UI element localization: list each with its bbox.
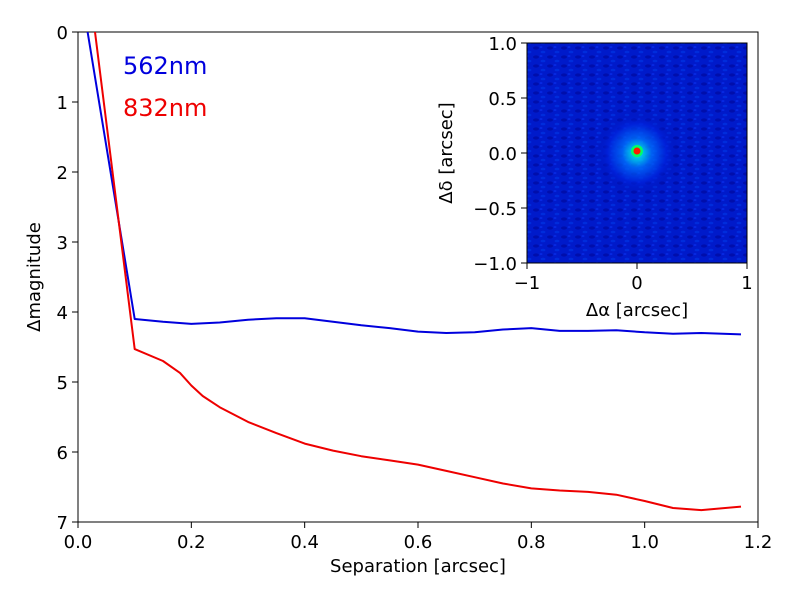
y-tick-label: 6: [57, 443, 68, 464]
series-line-832nm: [94, 32, 742, 512]
inset-x-tick-label: 0: [631, 273, 642, 294]
inset-y-tick-label: 0.5: [488, 89, 517, 110]
inset-x-tick-label: −1: [514, 273, 541, 294]
x-tick-label: 0.4: [290, 532, 319, 553]
inset-peak: [633, 147, 641, 155]
y-tick-label: 7: [57, 513, 68, 534]
inset-image-plot: −1 0 1 1.0 0.5 0.0 −0.5 −1.0 Δα [arcsec] Δδ [a…: [436, 34, 753, 321]
y-axis-title: Δmagnitude: [24, 222, 45, 332]
x-tick-label: 1.0: [630, 532, 659, 553]
y-tick-label: 0: [57, 23, 68, 44]
legend-832nm: 832nm: [123, 94, 207, 122]
main-plot: 0.0 0.2 0.4 0.6 0.8 1.0 1.2 0 1 2 3 4 5 6 7 Separatio…: [24, 23, 772, 577]
inset-y-tick-label: 0.0: [488, 144, 517, 165]
inset-y-tick-label: −0.5: [473, 199, 517, 220]
series-line-562nm: [86, 32, 742, 336]
x-tick-label: 0.8: [517, 532, 546, 553]
series-lines: [86, 32, 742, 512]
inset-y-ticks: 1.0 0.5 0.0 −0.5 −1.0: [473, 34, 527, 275]
x-axis-title: Separation [arcsec]: [330, 556, 506, 577]
y-tick-label: 3: [57, 233, 68, 254]
inset-y-axis-title: Δδ [arcsec]: [436, 102, 457, 203]
inset-x-axis-title: Δα [arcsec]: [586, 300, 688, 321]
legend-562nm: 562nm: [123, 52, 207, 80]
inset-y-tick-label: 1.0: [488, 34, 517, 55]
x-tick-label: 0.2: [177, 532, 206, 553]
y-tick-label: 4: [57, 303, 68, 324]
y-tick-label: 1: [57, 93, 68, 114]
y-tick-label: 2: [57, 163, 68, 184]
y-ticks: 0 1 2 3 4 5 6 7: [57, 23, 78, 534]
inset-y-tick-label: −1.0: [473, 254, 517, 275]
x-tick-label: 1.2: [744, 532, 773, 553]
y-tick-label: 5: [57, 373, 68, 394]
x-tick-label: 0.0: [64, 532, 93, 553]
x-ticks: 0.0 0.2 0.4 0.6 0.8 1.0 1.2: [64, 522, 773, 553]
x-tick-label: 0.6: [404, 532, 433, 553]
inset-x-tick-label: 1: [741, 273, 752, 294]
inset-x-ticks: −1 0 1: [514, 263, 753, 294]
